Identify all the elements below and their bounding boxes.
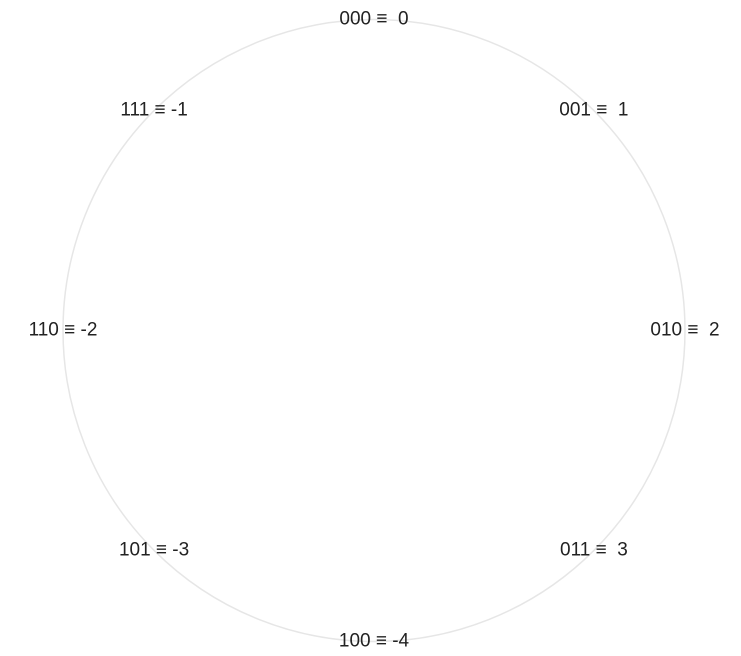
node-label: 011 ≡ 3 — [560, 539, 628, 560]
node-label: 000 ≡ 0 — [339, 9, 408, 30]
number-circle — [62, 18, 686, 643]
node-label: 001 ≡ 1 — [559, 100, 628, 121]
node-label: 111 ≡ -1 — [120, 100, 187, 121]
node-label: 101 ≡ -3 — [119, 539, 189, 560]
node-label: 100 ≡ -4 — [339, 631, 410, 652]
node-label: 010 ≡ 2 — [650, 320, 719, 341]
node-label: 110 ≡ -2 — [29, 320, 98, 341]
labels: 000 ≡ 0 001 ≡ 1 010 ≡ 2 011 ≡ 3 100 ≡ -4 101 … — [29, 9, 720, 652]
